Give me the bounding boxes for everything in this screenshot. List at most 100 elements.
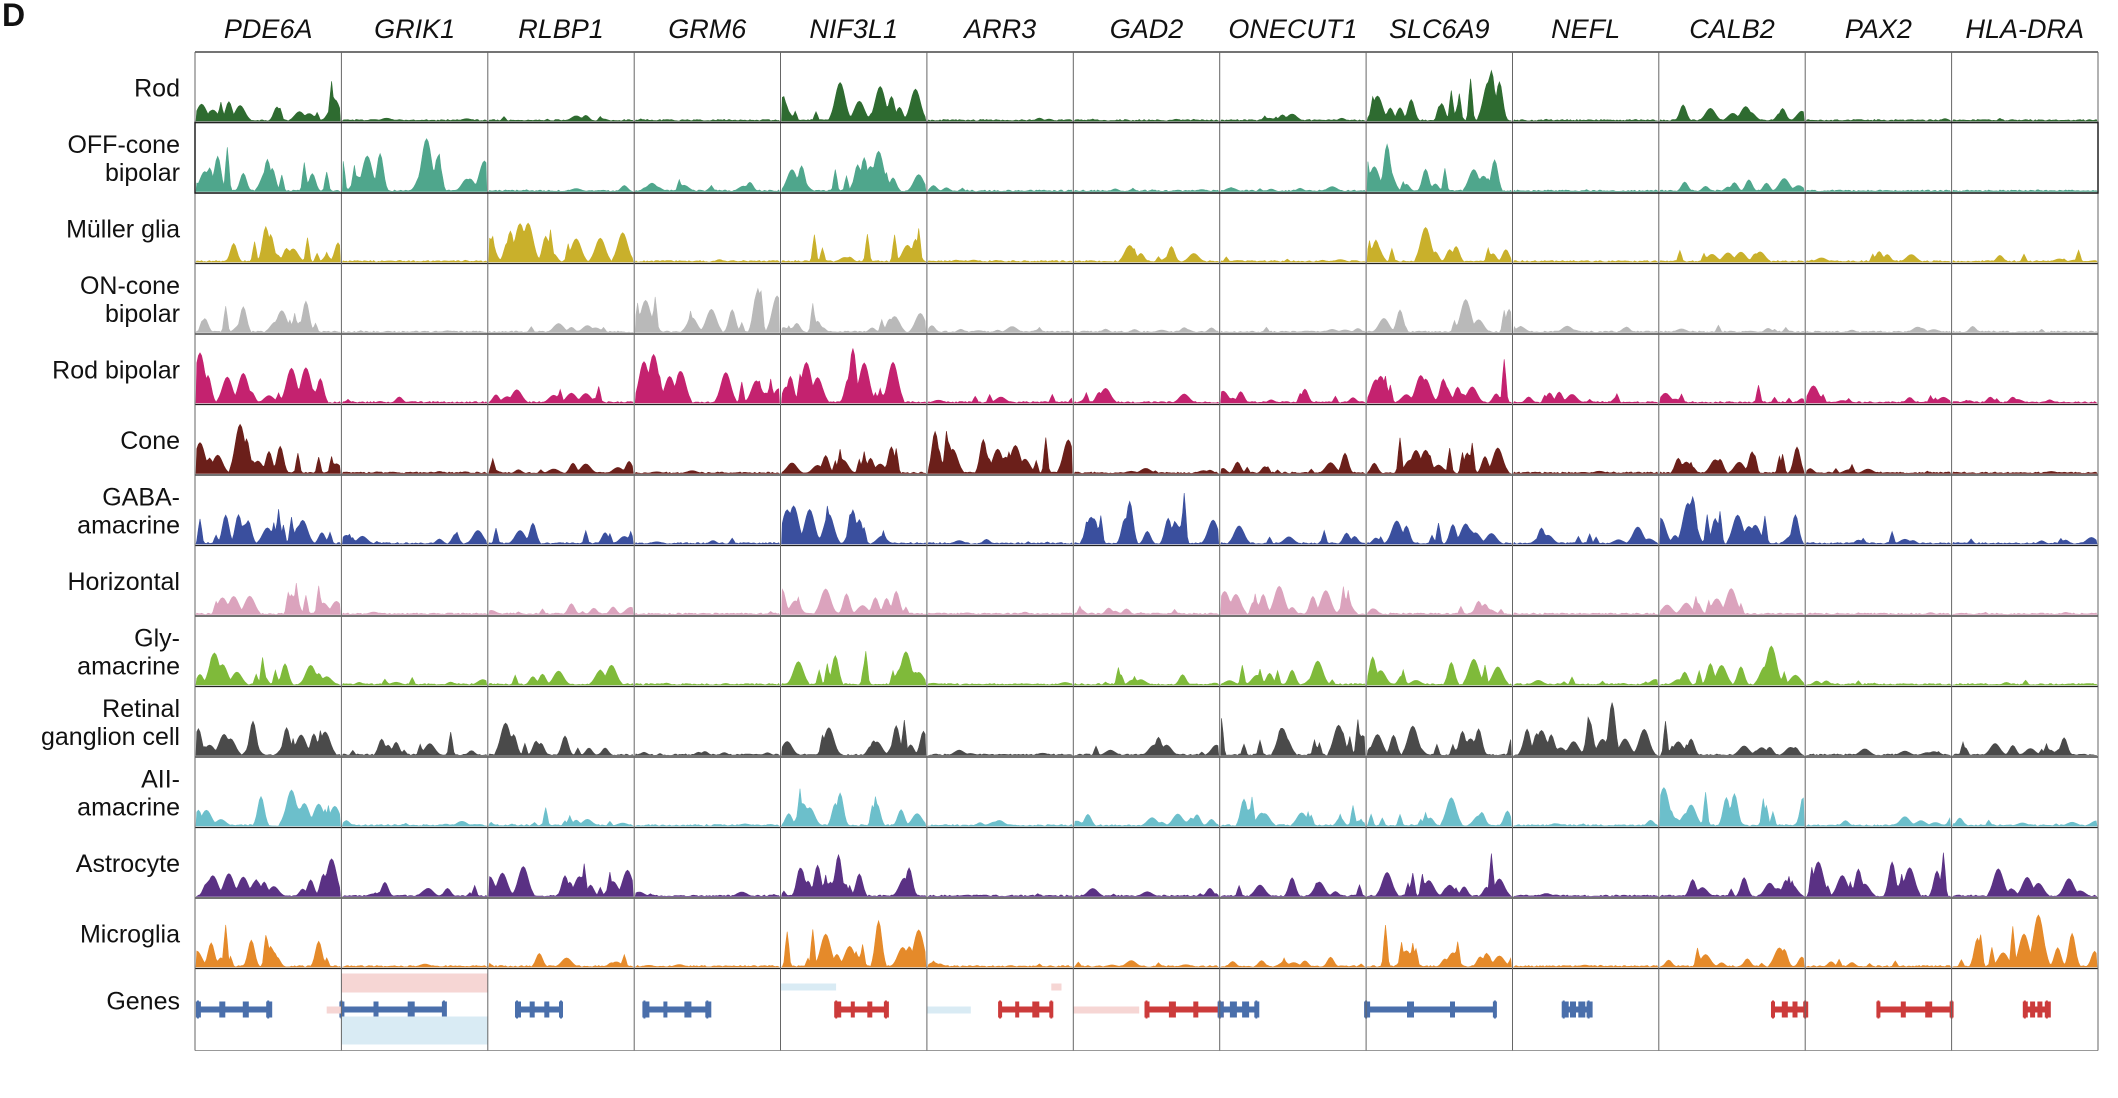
signal-area: [1366, 520, 1513, 545]
signal-area: [634, 751, 781, 756]
signal-area: [635, 964, 780, 968]
signal-area: [1952, 325, 2098, 333]
signal-area: [1073, 667, 1220, 686]
gene-intron-line: [836, 1006, 886, 1013]
signal-area: [1073, 468, 1219, 474]
signal-area: [781, 919, 927, 968]
gene-model: [1771, 1000, 1809, 1019]
signal-area: [1659, 385, 1805, 404]
signal-area: [1220, 585, 1366, 615]
gene-cap: [2045, 1000, 2048, 1019]
signal-area: [927, 185, 1073, 192]
gene-header-arr3: ARR3: [962, 14, 1036, 44]
gene-cap: [706, 1000, 709, 1019]
gene-intron-line: [341, 1006, 444, 1013]
signal-area: [927, 960, 1073, 968]
signal-area: [780, 446, 927, 474]
signal-area: [488, 863, 634, 897]
gene-intron-line: [1773, 1006, 1806, 1013]
signal-area: [1513, 702, 1658, 756]
signal-area: [1659, 645, 1805, 686]
signal-area: [781, 505, 927, 545]
neighbour-gene-model: [341, 1023, 488, 1031]
row-label-line: Horizontal: [67, 568, 180, 596]
signal-area: [1952, 537, 2098, 545]
row-label: Gly-amacrine: [77, 624, 180, 680]
gene-header-onecut1: ONECUT1: [1228, 14, 1357, 44]
track-row: [195, 423, 2098, 474]
signal-area: [1074, 736, 1220, 756]
signal-area: [1220, 525, 1366, 545]
signal-area: [1659, 104, 1805, 122]
signal-area: [1659, 721, 1805, 756]
signal-area: [927, 325, 1073, 333]
signal-area: [488, 386, 634, 404]
signal-area: [1220, 718, 1366, 756]
row-label-line: amacrine: [77, 511, 180, 539]
signal-area: [1512, 391, 1659, 404]
signal-area: [1366, 797, 1512, 827]
signal-area: [1366, 143, 1513, 192]
gene-exon: [1193, 1001, 1199, 1018]
signal-area: [780, 228, 927, 263]
signal-area: [1659, 324, 1805, 333]
signal-area: [781, 303, 927, 333]
row-label-line: GABA-: [102, 483, 180, 511]
gene-exon: [1168, 1001, 1176, 1018]
signal-area: [488, 722, 634, 756]
gene-exon: [1015, 1001, 1020, 1018]
gene-exon: [2030, 1001, 2036, 1018]
row-label: Astrocyte: [76, 850, 180, 878]
signal-area: [781, 82, 927, 122]
signal-area: [1806, 748, 1951, 756]
gene-model: [1561, 1000, 1593, 1019]
gene-intron-line: [644, 1006, 708, 1013]
gene-exon: [373, 1001, 379, 1018]
signal-area: [195, 300, 341, 333]
signal-area: [195, 423, 341, 474]
gene-cap: [1493, 1000, 1496, 1019]
gene-header-grm6: GRM6: [668, 14, 747, 44]
panel-letter: D: [2, 0, 25, 33]
genes-track-label: Genes: [106, 988, 180, 1016]
signal-area: [1073, 118, 1219, 122]
gene-exon: [1407, 1001, 1414, 1018]
row-label: Horizontal: [67, 568, 180, 596]
signal-area: [634, 259, 781, 263]
signal-area: [781, 719, 927, 756]
signal-area: [341, 330, 487, 333]
signal-area: [1952, 914, 2098, 968]
signal-area: [781, 348, 927, 404]
gene-intron-line: [197, 1006, 269, 1013]
signal-area: [1220, 877, 1366, 897]
signal-area: [1806, 680, 1952, 686]
signal-area: [1659, 446, 1805, 474]
signal-area: [488, 603, 634, 615]
neighbour-gene-model: [341, 985, 488, 993]
signal-area: [1659, 588, 1805, 615]
signal-area: [195, 924, 342, 968]
signal-area: [1366, 437, 1512, 474]
signal-area: [1220, 660, 1366, 686]
signal-area: [1952, 117, 2098, 122]
neighbour-gene-model: [341, 1037, 488, 1045]
signal-area: [341, 611, 488, 615]
signal-area: [1366, 725, 1512, 756]
signal-area: [1805, 463, 1952, 474]
signal-area: [1806, 612, 1951, 615]
gene-model: [642, 1000, 712, 1019]
signal-area: [927, 820, 1073, 827]
signal-area: [927, 749, 1074, 756]
signal-area: [342, 881, 488, 897]
signal-area: [1659, 495, 1805, 545]
signal-area: [195, 858, 341, 897]
signal-area: [1952, 189, 2098, 192]
signal-area: [488, 664, 634, 686]
neighbour-gene-model: [926, 1006, 971, 1014]
signal-area: [1952, 471, 2098, 474]
signal-area: [342, 138, 488, 192]
gene-exon: [242, 1001, 249, 1018]
signal-area: [488, 114, 634, 122]
signal-area: [342, 963, 488, 968]
signal-area: [1220, 956, 1366, 968]
